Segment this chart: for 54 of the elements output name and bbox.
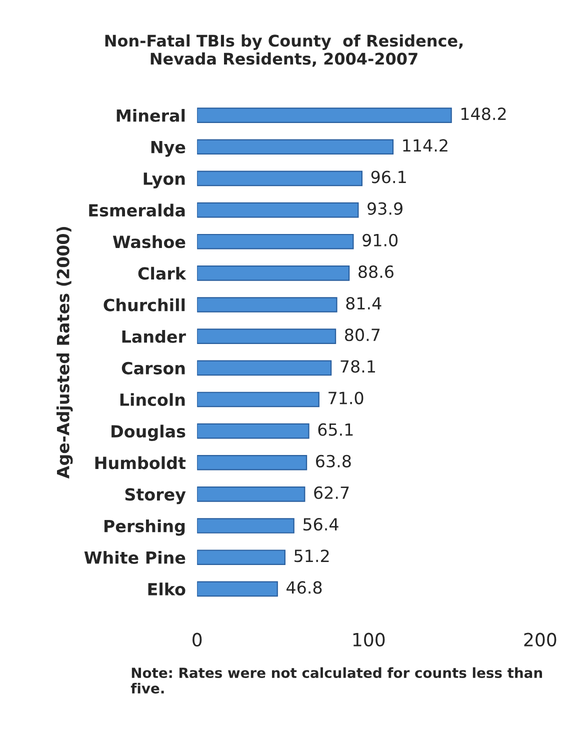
bar [197, 550, 286, 566]
bar [197, 328, 336, 344]
data-label: 91.0 [362, 234, 398, 246]
y-tick-label: Nye [151, 141, 186, 157]
bar [197, 392, 320, 408]
y-tick-label: White Pine [84, 551, 186, 564]
data-label: 63.8 [316, 454, 351, 468]
y-tick-label: Lander [122, 330, 186, 343]
bar [197, 423, 310, 439]
bar [197, 234, 354, 250]
y-tick-label: Esmeralda [89, 204, 185, 217]
data-label: 65.1 [318, 423, 353, 436]
y-tick-label: Clark [138, 266, 186, 280]
y-tick-label: Lincoln [120, 393, 185, 406]
y-axis-title: Age-Adjusted Rates (2000) [56, 227, 73, 479]
bar [197, 170, 362, 186]
bar [197, 139, 394, 155]
bar [197, 202, 359, 218]
data-label: 46.8 [286, 581, 322, 594]
text: Note: Rates were not calculated for counts less than five. [130, 667, 542, 694]
data-label: 81.4 [346, 296, 382, 310]
data-label: 114.2 [403, 139, 448, 152]
bar [197, 518, 294, 534]
data-label: 56.4 [303, 518, 338, 531]
bar [197, 297, 338, 312]
bar [197, 581, 278, 597]
data-label: 71.0 [328, 392, 364, 404]
y-tick-label: Carson [122, 362, 185, 374]
y-tick-label: Lyon [144, 172, 185, 188]
data-label: 80.7 [344, 328, 380, 342]
bar [197, 266, 350, 281]
data-label: 51.2 [294, 550, 329, 562]
data-label: 93.9 [368, 202, 402, 215]
y-tick-label: Douglas [112, 424, 186, 441]
data-label: 88.6 [358, 265, 394, 278]
x-tick-label: 200 [524, 632, 556, 646]
x-tick-label: 100 [353, 632, 385, 646]
y-tick-label: Churchill [104, 298, 185, 312]
data-label: 148.2 [461, 108, 506, 120]
bar [197, 454, 308, 470]
data-label: 78.1 [340, 360, 375, 373]
bar [197, 360, 332, 376]
y-tick-label: Storey [125, 488, 186, 504]
y-tick-label: Humboldt [95, 456, 186, 470]
chart-title: Non-Fatal TBIs by County of Residence, Nevada Residents, 2004-2007 [105, 34, 462, 67]
y-tick-label: Pershing [104, 519, 185, 536]
data-label: 96.1 [371, 170, 406, 184]
y-tick-label: Elko [148, 582, 186, 596]
y-tick-label: Washoe [112, 235, 186, 248]
y-tick-label: Mineral [116, 108, 185, 122]
x-tick-label: 0 [192, 632, 202, 646]
bar [197, 108, 452, 123]
data-label: 62.7 [314, 486, 349, 500]
bar [197, 486, 306, 502]
